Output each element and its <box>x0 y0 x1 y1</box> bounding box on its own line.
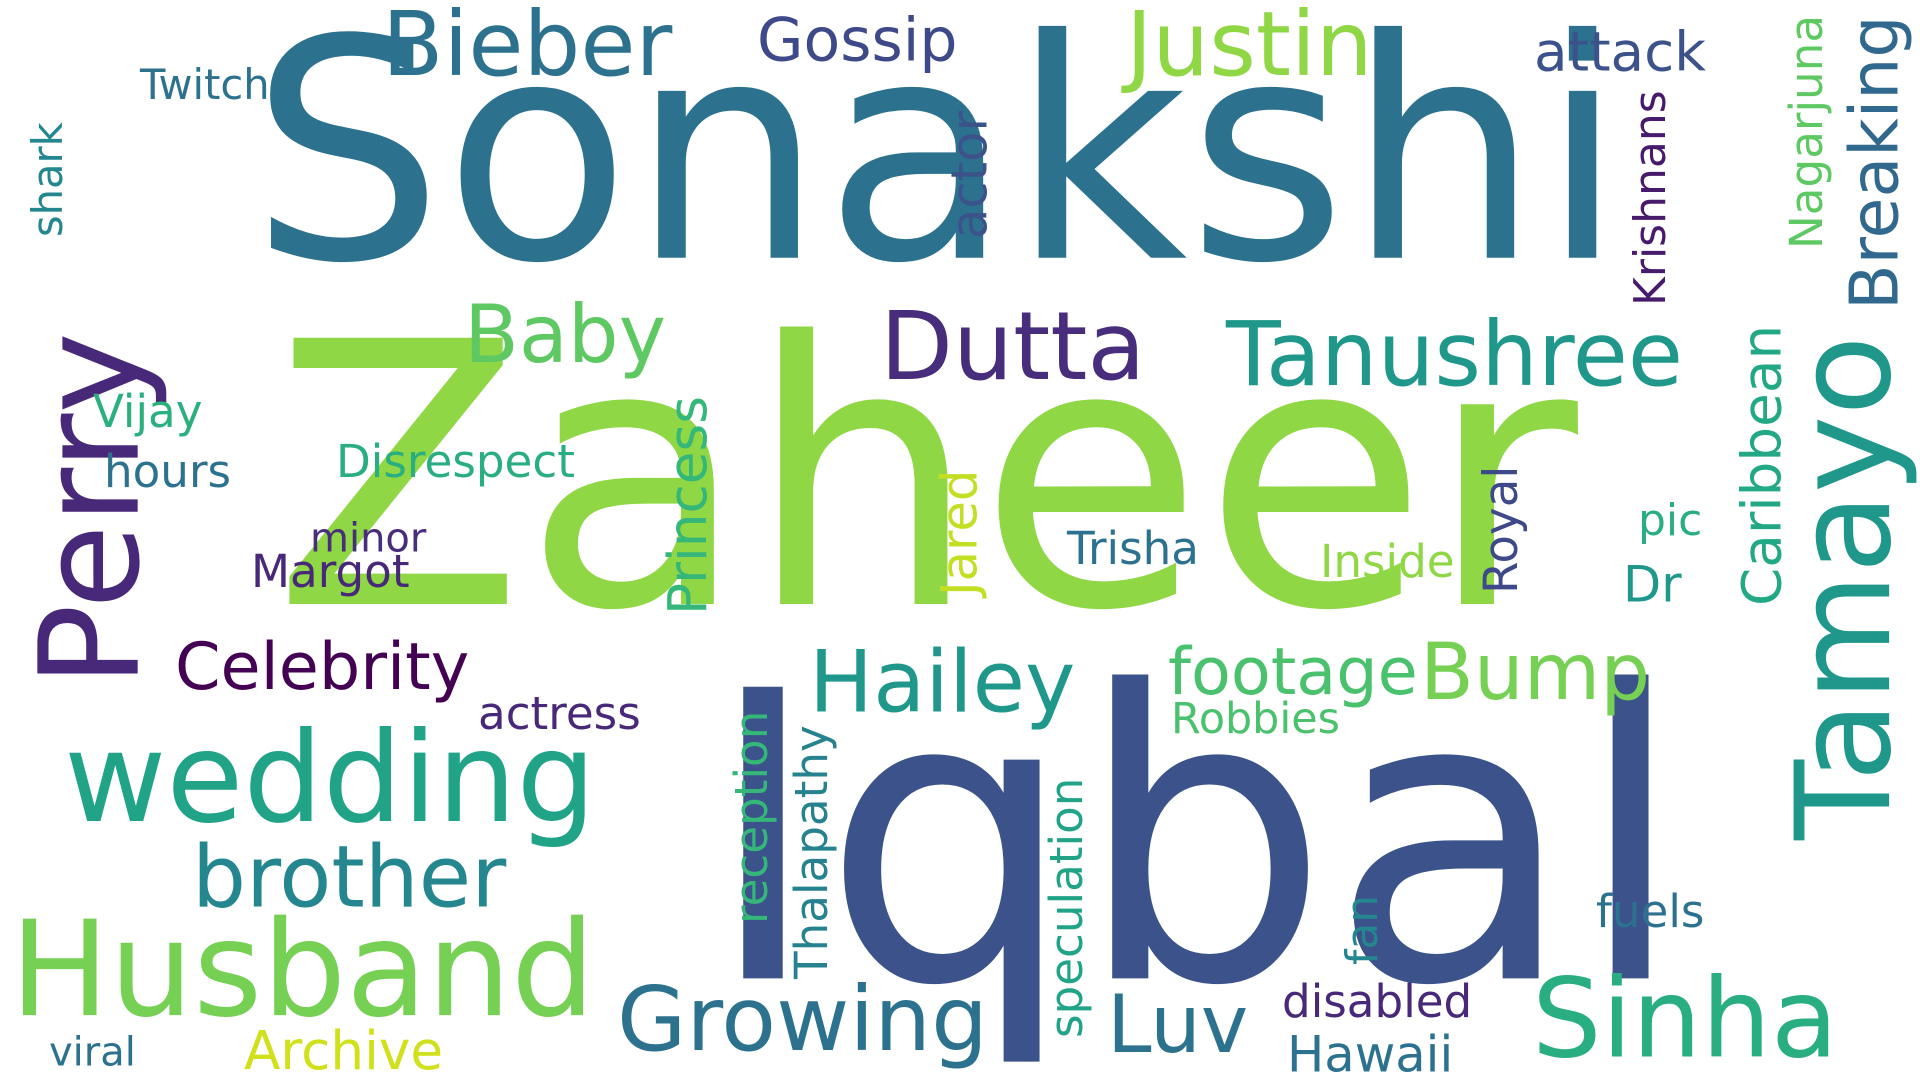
word-celebrity: Celebrity <box>175 629 470 705</box>
word-thalapathy: Thalapathy <box>785 725 839 980</box>
word-attack: attack <box>1533 20 1706 84</box>
word-royal: Royal <box>1473 465 1529 595</box>
word-disabled: disabled <box>1282 975 1473 1029</box>
word-footage: footage <box>1167 634 1418 710</box>
word-zaheer: Zaheer <box>272 264 1578 691</box>
word-pic: pic <box>1638 494 1703 546</box>
word-actress: actress <box>478 687 642 741</box>
word-minor: minor <box>309 514 426 562</box>
word-sinha: Sinha <box>1531 955 1839 1080</box>
word-viral: viral <box>48 1028 136 1076</box>
word-vijay: Vijay <box>92 385 203 439</box>
word-nagarjuna: Nagarjuna <box>1780 15 1834 250</box>
word-margot: Margot <box>250 545 410 599</box>
word-breaking: Breaking <box>1835 15 1914 310</box>
word-twitch: Twitch <box>140 61 270 110</box>
word-disrespect: Disrespect <box>335 435 575 489</box>
word-luv: Luv <box>1106 977 1248 1072</box>
word-brother: brother <box>191 827 507 928</box>
word-fuels: fuels <box>1595 885 1705 939</box>
word-wedding: wedding <box>63 704 596 851</box>
word-caribbean: Caribbean <box>1730 324 1794 606</box>
word-archive: Archive <box>244 1020 444 1080</box>
word-jared: Jared <box>930 469 989 596</box>
word-bieber: Bieber <box>382 0 673 97</box>
word-actor: actor <box>940 111 999 239</box>
word-inside: Inside <box>1320 535 1455 589</box>
word-baby: Baby <box>463 287 666 382</box>
word-dutta: Dutta <box>879 292 1146 403</box>
word-princess: Princess <box>657 395 720 615</box>
word-tanushree: Tanushree <box>1226 302 1684 407</box>
word-justin: Justin <box>1125 0 1373 97</box>
word-husband: Husband <box>10 893 595 1047</box>
word-speculation: speculation <box>1040 777 1094 1038</box>
word-reception: reception <box>725 711 779 925</box>
word-tamayo: Tamayo <box>1768 335 1920 840</box>
word-hours: hours <box>104 445 232 499</box>
word-sonakshi: Sonakshi <box>249 0 1625 330</box>
word-iqbal: Iqbal <box>703 607 1686 1073</box>
word-gossip: Gossip <box>757 4 958 75</box>
word-robbies: Robbies <box>1170 693 1340 744</box>
word-dr: Dr <box>1623 555 1682 614</box>
word-hailey: Hailey <box>809 632 1076 733</box>
word-krishnans: Krishnans <box>1624 89 1676 306</box>
word-growing: Growing <box>616 967 988 1072</box>
word-bump: Bump <box>1420 626 1651 719</box>
word-shark: shark <box>24 122 73 238</box>
word-hawaii: Hawaii <box>1287 1025 1454 1080</box>
word-fan: fan <box>1336 895 1388 965</box>
word-trisha: Trisha <box>1066 522 1199 576</box>
